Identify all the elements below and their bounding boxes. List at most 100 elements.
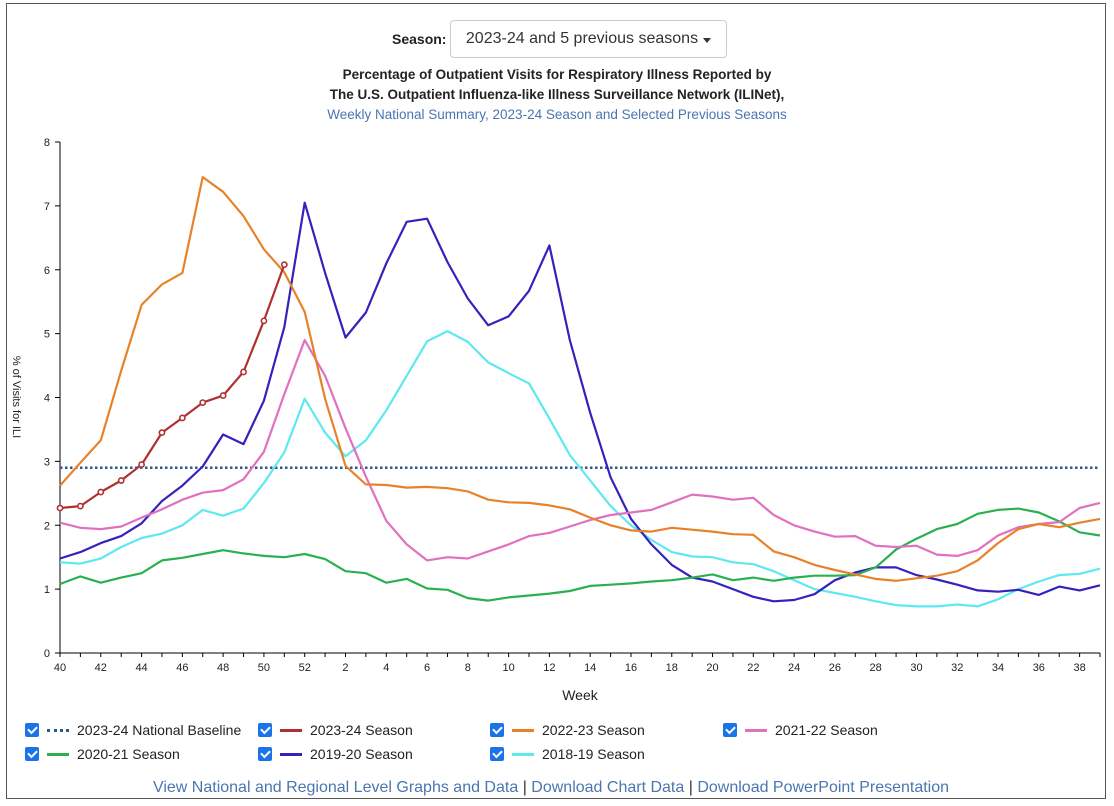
data-point-2023-24-season [56, 504, 64, 512]
x-tick-label: 40 [54, 662, 66, 674]
data-point-2023-24-season [158, 429, 166, 437]
y-tick-label: 6 [44, 265, 50, 277]
x-tick-label: 48 [217, 662, 229, 674]
x-tick-label: 2 [342, 662, 348, 674]
y-tick-label: 5 [44, 329, 50, 341]
download-powerpoint-link[interactable]: Download PowerPoint Presentation [697, 779, 950, 796]
x-tick-label: 38 [1073, 662, 1085, 674]
chart-frame [6, 3, 1106, 799]
season-label: Season: [392, 31, 447, 47]
data-point-2023-24-season [280, 261, 288, 269]
footer-links: View National and Regional Level Graphs … [0, 779, 1102, 797]
legend-label: 2023-24 Season [310, 722, 413, 738]
x-tick-label: 34 [992, 662, 1004, 674]
series-line-2022-23-season [59, 176, 1101, 582]
data-point-2023-24-season [138, 461, 145, 468]
data-point-2023-24-season [260, 317, 268, 325]
footer-separator: | [522, 779, 527, 796]
y-tick-label: 3 [44, 456, 50, 468]
x-tick-label: 20 [706, 662, 718, 674]
legend-swatch [280, 728, 302, 732]
legend-item-2023-24-season[interactable]: 2023-24 Season [258, 720, 413, 740]
data-point-2023-24-season [199, 399, 207, 407]
x-tick-label: 50 [258, 662, 270, 674]
series-line-2023-24-season [59, 264, 286, 510]
data-point-2023-24-season [76, 502, 84, 510]
data-point-2023-24-season [178, 414, 186, 422]
x-tick-label: 42 [95, 662, 107, 674]
legend-checkbox-2021-22-season[interactable] [723, 723, 737, 737]
x-tick-label: 22 [747, 662, 759, 674]
caret-down-icon [703, 37, 712, 43]
x-tick-label: 30 [910, 662, 922, 674]
legend-swatch [512, 728, 534, 732]
x-tick-label: 52 [299, 662, 311, 674]
y-tick-label: 4 [44, 393, 50, 405]
series-line-2020-21-season [59, 507, 1101, 602]
footer-separator: | [688, 779, 693, 796]
x-tick-label: 32 [951, 662, 963, 674]
legend-checkbox-2023-24-season[interactable] [258, 723, 272, 737]
x-tick-label: 12 [543, 662, 555, 674]
legend-swatch [280, 752, 302, 756]
data-point-2023-24-season [117, 477, 125, 484]
legend-label: 2020-21 Season [77, 746, 180, 762]
y-axis-label: % of Visits for ILI [10, 356, 22, 438]
legend-checkbox-2019-20-season[interactable] [258, 747, 272, 761]
season-row: Season: 2023-24 and 5 previous seasons [0, 20, 1114, 60]
legend-swatch [745, 728, 767, 732]
season-dropdown-value: 2023-24 and 5 previous seasons [465, 30, 699, 47]
x-axis-label: Week [562, 687, 599, 703]
x-tick-label: 8 [465, 662, 471, 674]
legend-item-2020-21-season[interactable]: 2020-21 Season [25, 744, 180, 764]
data-point-2023-24-season [97, 488, 105, 496]
y-tick-label: 1 [44, 584, 50, 596]
legend-label: 2021-22 Season [775, 722, 878, 738]
x-tick-label: 46 [176, 662, 188, 674]
legend-swatch [47, 728, 69, 732]
legend-item-2021-22-season[interactable]: 2021-22 Season [723, 720, 878, 740]
legend-item-2022-23-season[interactable]: 2022-23 Season [490, 720, 645, 740]
chart-title-line-2: The U.S. Outpatient Influenza-like Illne… [329, 87, 785, 102]
legend-checkbox-2020-21-season[interactable] [25, 747, 39, 761]
y-tick-label: 7 [44, 201, 50, 213]
download-chart-data-link[interactable]: Download Chart Data [531, 779, 685, 796]
x-tick-label: 36 [1033, 662, 1045, 674]
y-tick-label: 8 [44, 137, 50, 149]
legend-item-2019-20-season[interactable]: 2019-20 Season [258, 744, 413, 764]
view-national-regional-link[interactable]: View National and Regional Level Graphs … [152, 779, 519, 796]
legend-checkbox-2018-19-season[interactable] [490, 747, 504, 761]
legend-label: 2018-19 Season [542, 746, 645, 762]
legend-checkbox-2022-23-season[interactable] [490, 723, 504, 737]
x-tick-label: 44 [135, 662, 147, 674]
x-tick-label: 10 [503, 662, 515, 674]
data-point-2023-24-season [240, 368, 247, 376]
legend-item-2018-19-season[interactable]: 2018-19 Season [490, 744, 645, 764]
legend-checkbox-2023-24-national-baseline[interactable] [25, 723, 39, 737]
series-line-2021-22-season [59, 338, 1101, 562]
series-line-2018-19-season [59, 330, 1101, 608]
series-layer [56, 176, 1101, 608]
y-tick-label: 2 [44, 520, 50, 532]
data-point-2023-24-season [219, 392, 227, 399]
y-tick-label: 0 [44, 648, 50, 660]
x-tick-label: 18 [666, 662, 678, 674]
chart-title-line-1: Percentage of Outpatient Visits for Resp… [342, 67, 772, 82]
x-tick-label: 14 [584, 662, 596, 674]
x-tick-label: 24 [788, 662, 800, 674]
legend-item-2023-24-national-baseline[interactable]: 2023-24 National Baseline [25, 720, 241, 740]
series-line-2019-20-season [59, 201, 1101, 603]
x-tick-label: 6 [424, 662, 430, 674]
legend-swatch [47, 752, 69, 756]
x-tick-label: 26 [829, 662, 841, 674]
legend-label: 2022-23 Season [542, 722, 645, 738]
legend-label: 2023-24 National Baseline [77, 722, 242, 738]
x-tick-label: 16 [625, 662, 637, 674]
season-dropdown[interactable]: 2023-24 and 5 previous seasons [450, 20, 727, 58]
x-tick-label: 4 [383, 662, 389, 674]
x-tick-label: 28 [870, 662, 882, 674]
legend-label: 2019-20 Season [310, 746, 413, 762]
legend-swatch [512, 752, 534, 756]
